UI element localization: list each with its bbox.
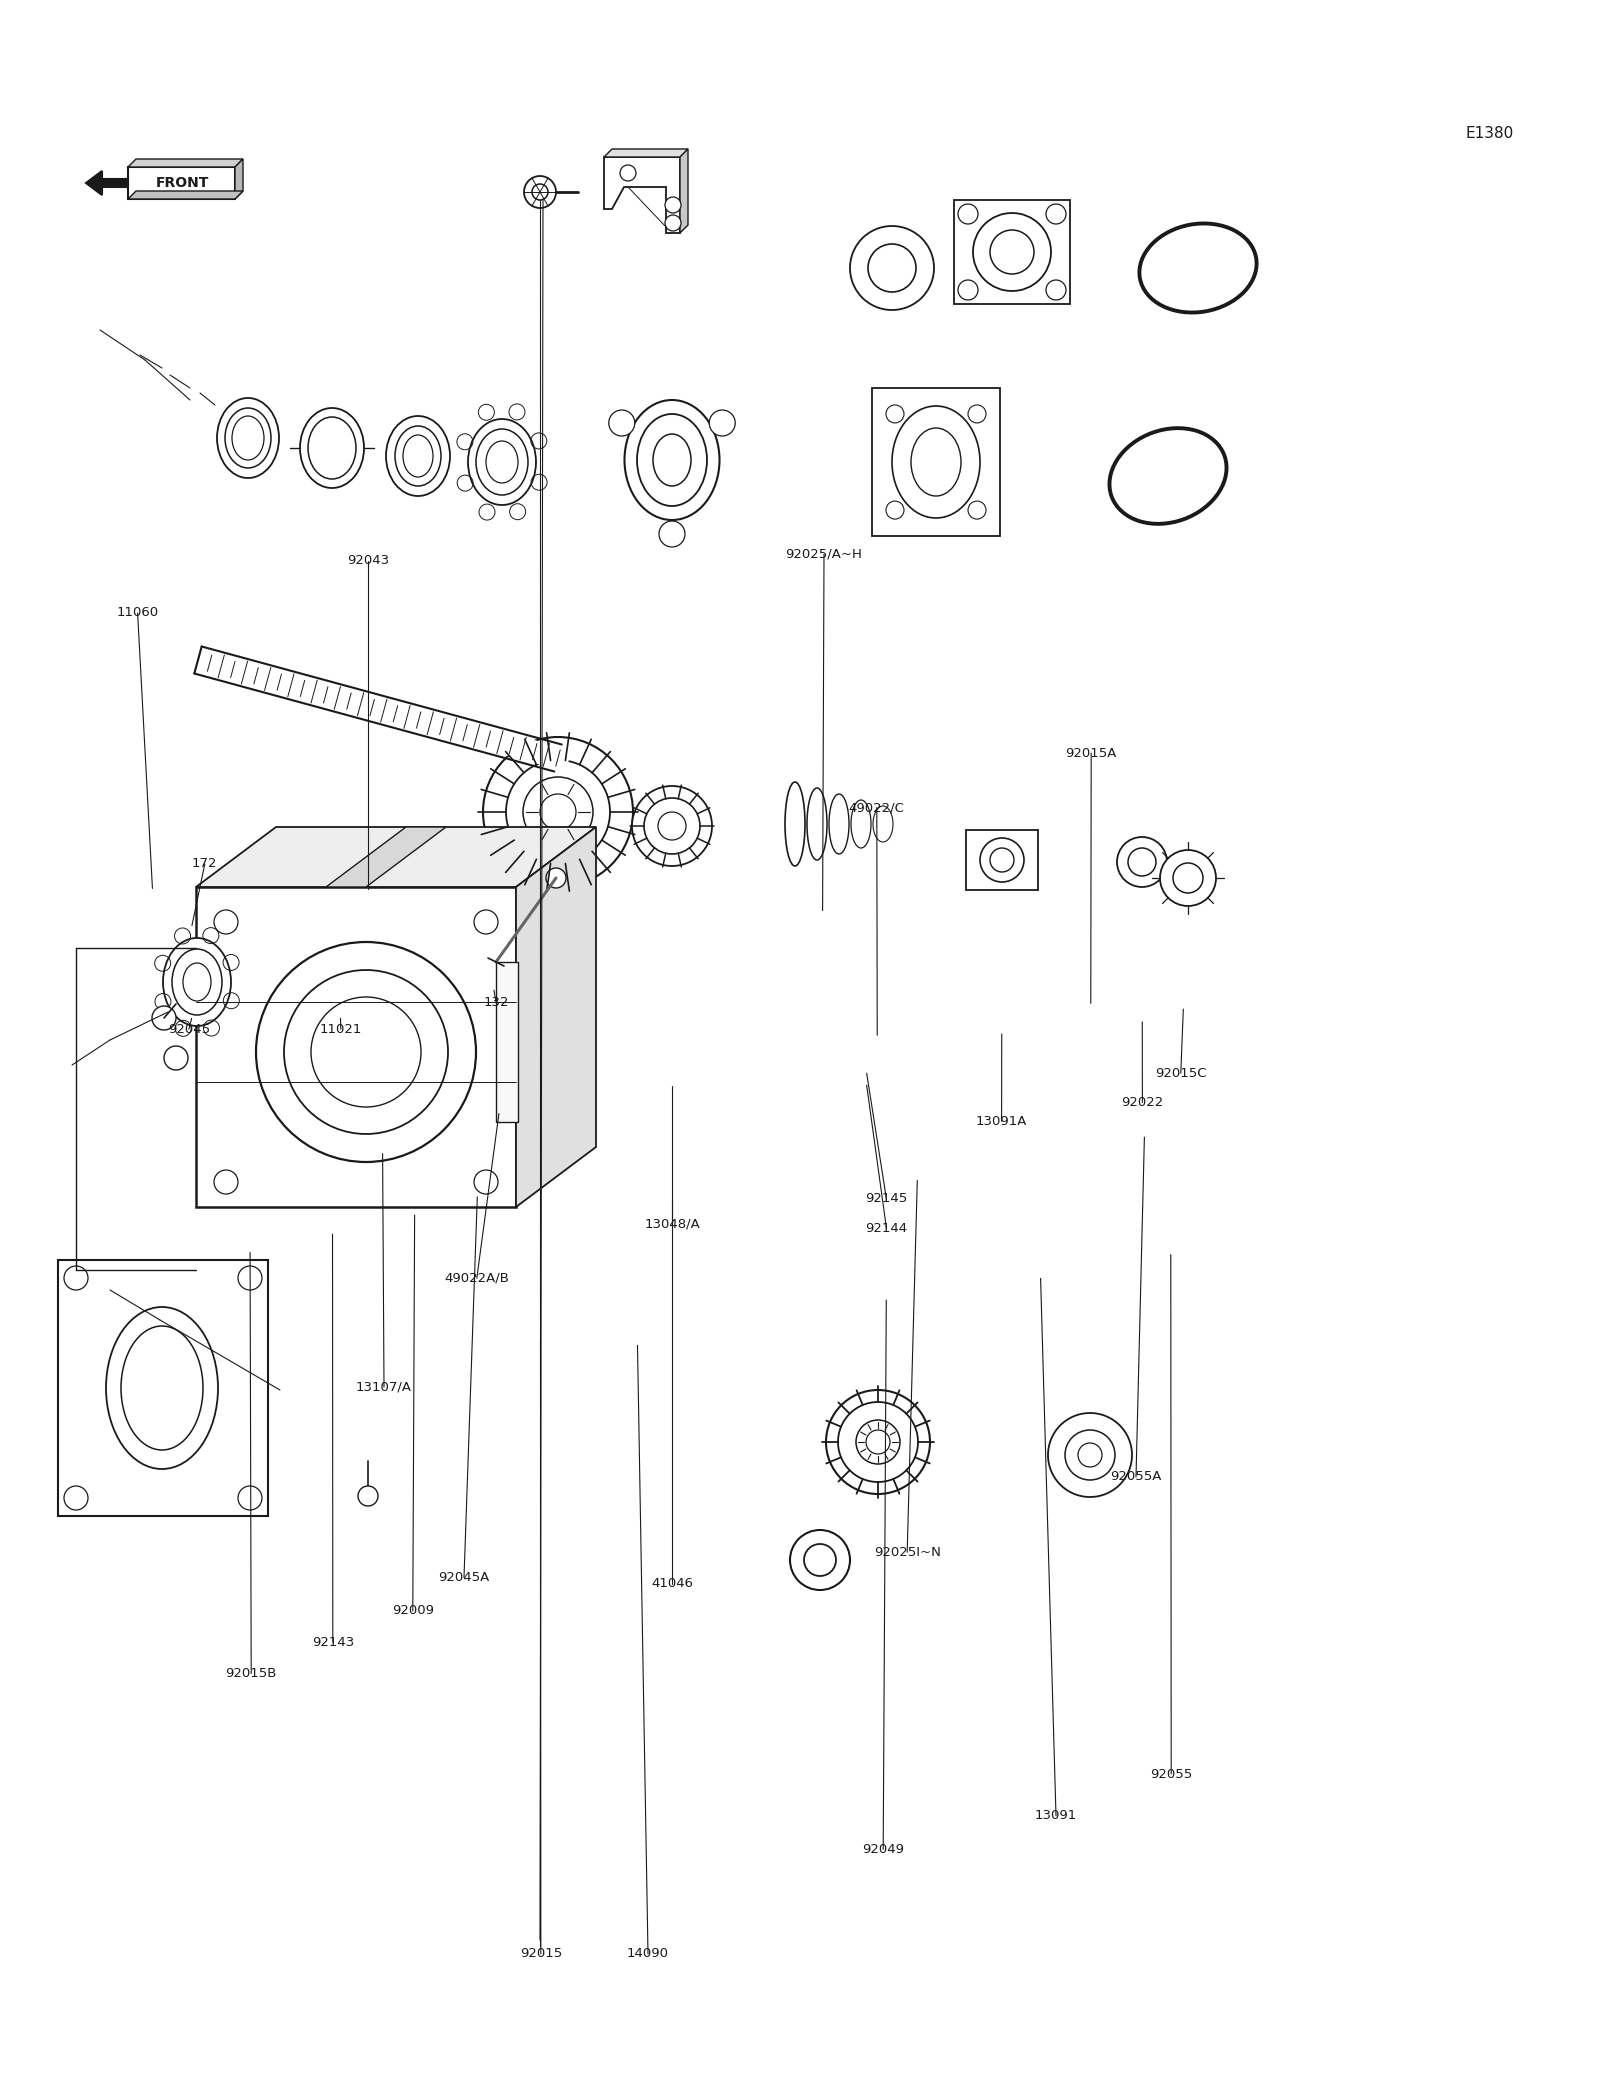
Text: 92015C: 92015C <box>1155 1067 1206 1079</box>
Text: 92144: 92144 <box>866 1222 907 1234</box>
Text: 92143: 92143 <box>312 1636 354 1648</box>
Text: 13048/A: 13048/A <box>645 1218 699 1230</box>
Text: FRONT: FRONT <box>155 176 208 190</box>
Circle shape <box>64 1266 88 1291</box>
Ellipse shape <box>829 795 850 854</box>
Circle shape <box>546 868 566 887</box>
Circle shape <box>1046 205 1066 224</box>
Text: 92043: 92043 <box>347 554 389 567</box>
Text: 92045: 92045 <box>168 1023 210 1036</box>
Circle shape <box>968 406 986 423</box>
Circle shape <box>165 1046 189 1069</box>
Circle shape <box>64 1485 88 1510</box>
Circle shape <box>632 787 712 866</box>
Text: 92145: 92145 <box>866 1192 907 1205</box>
Polygon shape <box>872 387 1000 536</box>
Circle shape <box>358 1485 378 1506</box>
Circle shape <box>608 410 635 435</box>
Polygon shape <box>966 831 1038 889</box>
Circle shape <box>214 910 238 933</box>
Ellipse shape <box>806 789 827 860</box>
Text: 13091A: 13091A <box>976 1115 1027 1128</box>
Circle shape <box>1160 849 1216 906</box>
Circle shape <box>1046 280 1066 299</box>
Circle shape <box>826 1389 930 1494</box>
Polygon shape <box>605 149 688 157</box>
Circle shape <box>214 1169 238 1195</box>
Circle shape <box>958 205 978 224</box>
Text: 14090: 14090 <box>627 1948 669 1960</box>
Text: 11021: 11021 <box>320 1023 362 1036</box>
Circle shape <box>525 176 557 207</box>
Text: 92015A: 92015A <box>1066 747 1117 759</box>
Ellipse shape <box>874 805 893 841</box>
Text: 13091: 13091 <box>1035 1810 1077 1822</box>
Ellipse shape <box>301 408 365 487</box>
Circle shape <box>958 280 978 299</box>
Text: 92055: 92055 <box>1150 1768 1192 1780</box>
Circle shape <box>709 410 736 435</box>
Text: 92015: 92015 <box>520 1948 562 1960</box>
Circle shape <box>968 502 986 519</box>
Polygon shape <box>326 826 446 887</box>
Circle shape <box>850 226 934 310</box>
Polygon shape <box>195 887 515 1207</box>
Circle shape <box>790 1529 850 1590</box>
Text: 11060: 11060 <box>117 607 158 619</box>
Circle shape <box>886 502 904 519</box>
Polygon shape <box>128 167 235 199</box>
Text: 172: 172 <box>192 858 218 870</box>
Text: 92025I~N: 92025I~N <box>874 1546 941 1559</box>
Text: 92015B: 92015B <box>226 1667 277 1680</box>
Circle shape <box>238 1266 262 1291</box>
Polygon shape <box>954 201 1070 303</box>
Ellipse shape <box>786 782 805 866</box>
Text: 13107/A: 13107/A <box>355 1381 413 1393</box>
Polygon shape <box>128 190 243 199</box>
Circle shape <box>621 165 637 182</box>
Text: 92022: 92022 <box>1122 1096 1163 1109</box>
Ellipse shape <box>163 937 230 1025</box>
Text: 41046: 41046 <box>651 1577 693 1590</box>
Circle shape <box>238 1485 262 1510</box>
Text: 92045A: 92045A <box>438 1571 490 1584</box>
Circle shape <box>474 1169 498 1195</box>
Text: 49022/C: 49022/C <box>850 801 904 814</box>
Polygon shape <box>86 172 128 195</box>
Polygon shape <box>58 1259 269 1517</box>
Circle shape <box>474 910 498 933</box>
Ellipse shape <box>386 416 450 496</box>
Text: E1380: E1380 <box>1466 126 1514 140</box>
Ellipse shape <box>467 418 536 504</box>
Ellipse shape <box>558 751 578 774</box>
Ellipse shape <box>218 397 278 477</box>
Circle shape <box>152 1006 176 1029</box>
Polygon shape <box>605 157 680 232</box>
Circle shape <box>1117 837 1166 887</box>
Polygon shape <box>128 159 243 167</box>
Circle shape <box>483 736 634 887</box>
Text: 132: 132 <box>483 996 509 1008</box>
Text: 92055A: 92055A <box>1110 1471 1162 1483</box>
Polygon shape <box>515 826 595 1207</box>
Circle shape <box>1048 1412 1133 1498</box>
Polygon shape <box>195 826 595 887</box>
Text: 49022A/B: 49022A/B <box>445 1272 509 1284</box>
Circle shape <box>659 521 685 546</box>
Text: 92009: 92009 <box>392 1605 434 1617</box>
Circle shape <box>886 406 904 423</box>
Circle shape <box>666 197 682 213</box>
Ellipse shape <box>624 400 720 521</box>
Polygon shape <box>235 159 243 199</box>
Ellipse shape <box>851 799 870 847</box>
Text: 92049: 92049 <box>862 1843 904 1856</box>
Circle shape <box>666 215 682 230</box>
Polygon shape <box>680 149 688 232</box>
Polygon shape <box>496 962 518 1121</box>
Text: 92025/A~H: 92025/A~H <box>786 548 862 561</box>
